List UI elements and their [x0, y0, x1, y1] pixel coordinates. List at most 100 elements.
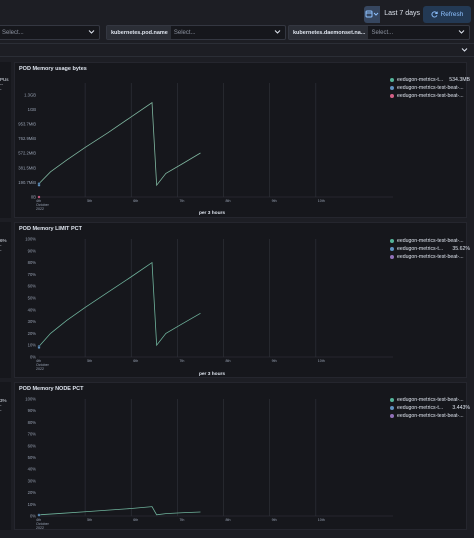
- x-tick-label: 8th: [226, 359, 231, 363]
- left-panel-text: 6%: [0, 238, 7, 243]
- y-tick-label: 60%: [28, 443, 37, 448]
- legend-swatch: [390, 398, 394, 402]
- y-tick-label: 100%: [25, 237, 36, 242]
- x-tick-label: 6th: [133, 518, 138, 522]
- filter-select-daemonset[interactable]: Select...: [368, 26, 469, 39]
- legend-value: 35.62%: [452, 246, 470, 252]
- refresh-label: Refresh: [440, 11, 464, 18]
- y-tick-label: 70%: [28, 432, 37, 437]
- y-tick-label: 20%: [28, 490, 37, 495]
- y-tick-label: 100%: [25, 397, 36, 402]
- x-tick-label: 10th: [318, 359, 325, 363]
- series-point: [37, 346, 41, 350]
- legend-item[interactable]: eedugon-metrics-test-beat-...: [390, 92, 470, 100]
- legend-item[interactable]: eedugon-metrics-t... 534.3MB: [390, 76, 470, 84]
- x-tick-label: 4th: [36, 199, 41, 203]
- chart-legend: eedugon-metrics-t... 534.3MB eedugon-metri…: [390, 76, 470, 100]
- chart-panel-memory-usage: POD Memory usage bytes 0B 190.7MiB 381.5Mi…: [14, 62, 470, 218]
- legend-swatch: [390, 414, 394, 418]
- legend-item[interactable]: eedugon-metrics-t... 35.62%: [390, 245, 470, 253]
- chevron-down-icon: [458, 30, 465, 34]
- x-tick-label: October: [36, 522, 50, 526]
- x-axis-title: per 3 hours: [199, 371, 225, 377]
- legend-item[interactable]: eedugon-metrics-test-beat-...: [390, 237, 470, 245]
- y-tick-label: 40%: [28, 307, 37, 312]
- y-tick-label: 953.7MiB: [18, 121, 36, 126]
- y-tick-label: 762.9MiB: [18, 136, 36, 141]
- collapsed-control-row[interactable]: [0, 43, 474, 57]
- y-tick-label: 50%: [28, 296, 37, 301]
- filter-select-pod-name[interactable]: Select...: [171, 26, 285, 39]
- legend-item[interactable]: eedugon-metrics-test-beat-...: [390, 84, 470, 92]
- legend-label: eedugon-metrics-t...: [397, 77, 444, 83]
- y-tick-label: 381.5MiB: [18, 165, 36, 170]
- x-tick-label: 5th: [87, 518, 92, 522]
- x-axis-title: per 3 hours: [199, 210, 225, 216]
- x-tick-label: October: [36, 203, 50, 207]
- series-point: [37, 183, 41, 187]
- x-tick-label: 7th: [179, 199, 184, 203]
- chevron-down-icon: [461, 48, 468, 52]
- left-panel-text: --: [0, 82, 3, 87]
- date-range-label[interactable]: Last 7 days: [384, 10, 420, 17]
- legend-value: 3.443%: [452, 405, 470, 411]
- series-line: [38, 101, 201, 187]
- x-tick-label: 6th: [133, 199, 138, 203]
- y-tick-label: 80%: [28, 260, 37, 265]
- x-tick-label: 5th: [87, 199, 92, 203]
- legend-swatch: [390, 406, 394, 410]
- legend-item[interactable]: eedugon-metrics-test-beat-...: [390, 253, 470, 261]
- filter-label: kubernetes.daemonset.na...: [289, 26, 369, 39]
- legend-swatch: [390, 94, 394, 98]
- y-tick-label: 190.7MiB: [18, 180, 36, 185]
- chart-panel-limit-pct: POD Memory LIMIT PCT 0% 10% 20% 30% 40% 50% 60…: [14, 222, 470, 378]
- x-tick-label: 4th: [36, 359, 41, 363]
- filter-label: kubernetes.pod.name: [107, 26, 171, 39]
- x-tick-label: 2022: [36, 367, 44, 371]
- chevron-down-icon: [274, 30, 281, 34]
- x-tick-label: 2022: [36, 526, 44, 530]
- panel-title: POD Memory usage bytes: [19, 66, 87, 72]
- refresh-button[interactable]: Refresh: [423, 6, 471, 23]
- legend-label: eedugon-metrics-t...: [397, 246, 444, 252]
- calendar-button[interactable]: [364, 6, 381, 23]
- chart-svg: 0% 10% 20% 30% 40% 50% 60% 70% 80% 90% 100% 4thOcto…: [25, 237, 393, 377]
- filter-select-1[interactable]: Select...: [0, 26, 99, 39]
- panel-title: POD Memory NODE PCT: [19, 386, 84, 392]
- filter-placeholder: Select...: [371, 30, 394, 36]
- series-line: [38, 506, 201, 516]
- y-tick-label: 80%: [28, 420, 37, 425]
- y-tick-label: 70%: [28, 272, 37, 277]
- left-panel-text: -: [0, 248, 2, 253]
- x-tick-label: 7th: [179, 518, 184, 522]
- left-panel-text: -: [0, 408, 2, 413]
- legend-swatch: [390, 255, 394, 259]
- y-tick-label: 0%: [30, 514, 36, 519]
- filter-placeholder: Select...: [2, 30, 24, 36]
- chevron-down-icon: [88, 30, 95, 34]
- legend-label: eedugon-metrics-test-beat-...: [397, 254, 464, 260]
- legend-label: eedugon-metrics-t...: [397, 405, 444, 411]
- left-panel-1: PUs -- -: [0, 62, 11, 218]
- chart-svg: 0B 190.7MiB 381.5MiB 572.2MiB 762.9MiB 953.7M…: [18, 83, 393, 216]
- filter-control-daemonset[interactable]: kubernetes.daemonset.na... Select...: [288, 25, 470, 40]
- date-picker[interactable]: Last 7 days: [364, 6, 420, 23]
- x-tick-label: 10th: [318, 199, 325, 203]
- y-tick-label: 50%: [28, 455, 37, 460]
- legend-item[interactable]: eedugon-metrics-t... 3.443%: [390, 404, 470, 412]
- legend-item[interactable]: eedugon-metrics-test-beat-...: [390, 412, 470, 420]
- filter-control-1[interactable]: Select...: [0, 25, 100, 40]
- bottom-strip: [0, 530, 474, 538]
- legend-label: eedugon-metrics-test-beat-...: [397, 413, 464, 419]
- left-panel-text: -: [0, 403, 2, 408]
- y-tick-label: 20%: [28, 331, 37, 336]
- x-tick-label: 9th: [272, 359, 277, 363]
- x-tick-label: 4th: [36, 518, 41, 522]
- x-tick-label: 6th: [133, 359, 138, 363]
- legend-item[interactable]: eedugon-metrics-test-beat-...: [390, 396, 470, 404]
- filter-control-pod-name[interactable]: kubernetes.pod.name Select...: [106, 25, 286, 40]
- x-tick-label: 2022: [36, 207, 44, 211]
- series-point: [37, 513, 41, 517]
- left-panel-text: PUs: [0, 77, 9, 82]
